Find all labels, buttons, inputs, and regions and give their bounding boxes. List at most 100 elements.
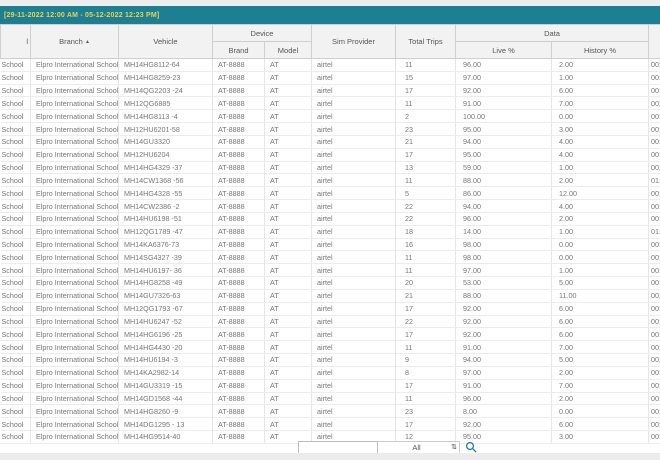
table-row: School Elpro International School MH14HG82… <box>0 404 660 419</box>
school-fragment-cell: School <box>0 379 31 393</box>
model-cell: AT <box>264 289 312 303</box>
table-row: School Elpro International School MH14KA29… <box>0 366 660 380</box>
vehicle-cell: MH14HG8258 -49 <box>118 276 213 290</box>
table-row: School Elpro International School MH14HU61… <box>0 353 660 367</box>
table-row: School Elpro International School MH14GU73… <box>0 289 660 303</box>
sim-provider-cell: airtel <box>311 263 396 278</box>
time-fragment-cell: 00: <box>648 109 660 124</box>
search-button[interactable] <box>465 441 478 454</box>
vehicle-cell: MH14GU3319 -15 <box>118 379 213 393</box>
branch-cell: Elpro International School <box>30 263 119 278</box>
column-header-live-pct[interactable]: Live % <box>455 41 552 59</box>
time-fragment-cell: 00: <box>648 71 660 85</box>
school-fragment-cell: School <box>0 263 31 278</box>
school-fragment-cell: School <box>0 392 31 406</box>
model-cell: AT <box>264 315 312 329</box>
school-fragment-cell: School <box>0 353 31 367</box>
sim-provider-cell: airtel <box>311 404 396 419</box>
history-pct-cell: 4.00 <box>551 135 649 149</box>
table-row: School Elpro International School MH12HU62… <box>0 122 660 136</box>
total-trips-cell: 21 <box>395 135 456 149</box>
sim-provider-cell: airtel <box>311 148 396 162</box>
vehicle-cell: MH12QG6885 <box>118 96 213 111</box>
school-fragment-cell: School <box>0 212 31 226</box>
time-fragment-cell: 00: <box>648 392 660 406</box>
history-pct-cell: 2.00 <box>551 58 649 72</box>
column-header-vehicle[interactable]: Vehicle <box>118 24 213 59</box>
history-pct-cell: 0.00 <box>551 404 649 419</box>
total-trips-cell: 8 <box>395 366 456 380</box>
search-input[interactable] <box>298 440 378 454</box>
model-cell: AT <box>264 96 312 111</box>
column-header-history-pct[interactable]: History % <box>551 41 649 59</box>
live-pct-cell: 14.00 <box>455 225 552 239</box>
model-cell: AT <box>264 212 312 226</box>
live-pct-cell: 53.00 <box>455 276 552 290</box>
history-pct-cell: 2.00 <box>551 173 649 188</box>
live-pct-cell: 96.00 <box>455 58 552 72</box>
time-fragment-cell: 00: <box>648 417 660 432</box>
top-strip <box>0 0 660 6</box>
live-pct-cell: 92.00 <box>455 315 552 329</box>
branch-cell: Elpro International School <box>30 148 119 162</box>
time-fragment-cell: 00: <box>648 84 660 98</box>
history-pct-cell: 6.00 <box>551 327 649 342</box>
branch-cell: Elpro International School <box>30 366 119 380</box>
history-pct-cell: 0.00 <box>551 109 649 124</box>
branch-cell: Elpro International School <box>30 417 119 432</box>
branch-cell: Elpro International School <box>30 225 119 239</box>
school-fragment-cell: School <box>0 186 31 201</box>
model-cell: AT <box>264 276 312 290</box>
history-pct-cell: 0.00 <box>551 238 649 252</box>
school-fragment-cell: School <box>0 417 31 432</box>
total-trips-cell: 21 <box>395 289 456 303</box>
sim-provider-cell: airtel <box>311 173 396 188</box>
school-fragment-cell: School <box>0 366 31 380</box>
school-fragment-cell: School <box>0 109 31 124</box>
total-trips-cell: 13 <box>395 161 456 175</box>
vehicle-cell: MH14HG8112-64 <box>118 58 213 72</box>
column-header-total-trips[interactable]: Total Trips <box>395 24 456 59</box>
vehicle-cell: MH14HG4328 -55 <box>118 186 213 201</box>
history-pct-cell: 3.00 <box>551 122 649 136</box>
total-trips-cell: 17 <box>395 302 456 316</box>
live-pct-cell: 91.00 <box>455 379 552 393</box>
school-fragment-cell: School <box>0 71 31 85</box>
school-fragment-cell: School <box>0 135 31 149</box>
brand-cell: AT-8888 <box>212 302 265 316</box>
history-pct-cell: 1.00 <box>551 225 649 239</box>
school-fragment-cell: School <box>0 122 31 136</box>
history-pct-cell: 4.00 <box>551 148 649 162</box>
column-header-sim-provider[interactable]: Sim Provider <box>311 24 396 59</box>
vehicle-cell: MH14GU7326-63 <box>118 289 213 303</box>
brand-cell: AT-8888 <box>212 276 265 290</box>
history-pct-cell: 6.00 <box>551 315 649 329</box>
live-pct-cell: 88.00 <box>455 173 552 188</box>
live-pct-cell: 8.00 <box>455 404 552 419</box>
page-size-select[interactable]: All ⇅ <box>378 440 460 454</box>
sim-provider-cell: airtel <box>311 379 396 393</box>
total-trips-cell: 5 <box>395 186 456 201</box>
column-header-brand[interactable]: Brand <box>212 41 265 59</box>
brand-cell: AT-8888 <box>212 212 265 226</box>
sim-provider-cell: airtel <box>311 417 396 432</box>
time-fragment-cell: 00: <box>648 366 660 380</box>
vehicle-cell: MH14HG4329 -37 <box>118 161 213 175</box>
vehicle-cell: MH12QG1793 -67 <box>118 302 213 316</box>
column-header-model[interactable]: Model <box>264 41 312 59</box>
school-fragment-cell: School <box>0 161 31 175</box>
total-trips-cell: 22 <box>395 199 456 213</box>
brand-cell: AT-8888 <box>212 84 265 98</box>
column-header-branch[interactable]: Branch ▲ <box>30 24 119 59</box>
table-row: School Elpro International School MH14HG44… <box>0 340 660 355</box>
sim-provider-cell: airtel <box>311 302 396 316</box>
table-header: l Branch ▲ Vehicle Device Sim Provider T… <box>0 24 660 59</box>
brand-cell: AT-8888 <box>212 392 265 406</box>
model-cell: AT <box>264 173 312 188</box>
vehicle-cell: MH14HG8260 -9 <box>118 404 213 419</box>
table-row: School Elpro International School MH14DG12… <box>0 417 660 432</box>
school-fragment-cell: School <box>0 84 31 98</box>
total-trips-cell: 15 <box>395 71 456 85</box>
vehicle-cell: MH14GU3320 <box>118 135 213 149</box>
model-cell: AT <box>264 353 312 367</box>
